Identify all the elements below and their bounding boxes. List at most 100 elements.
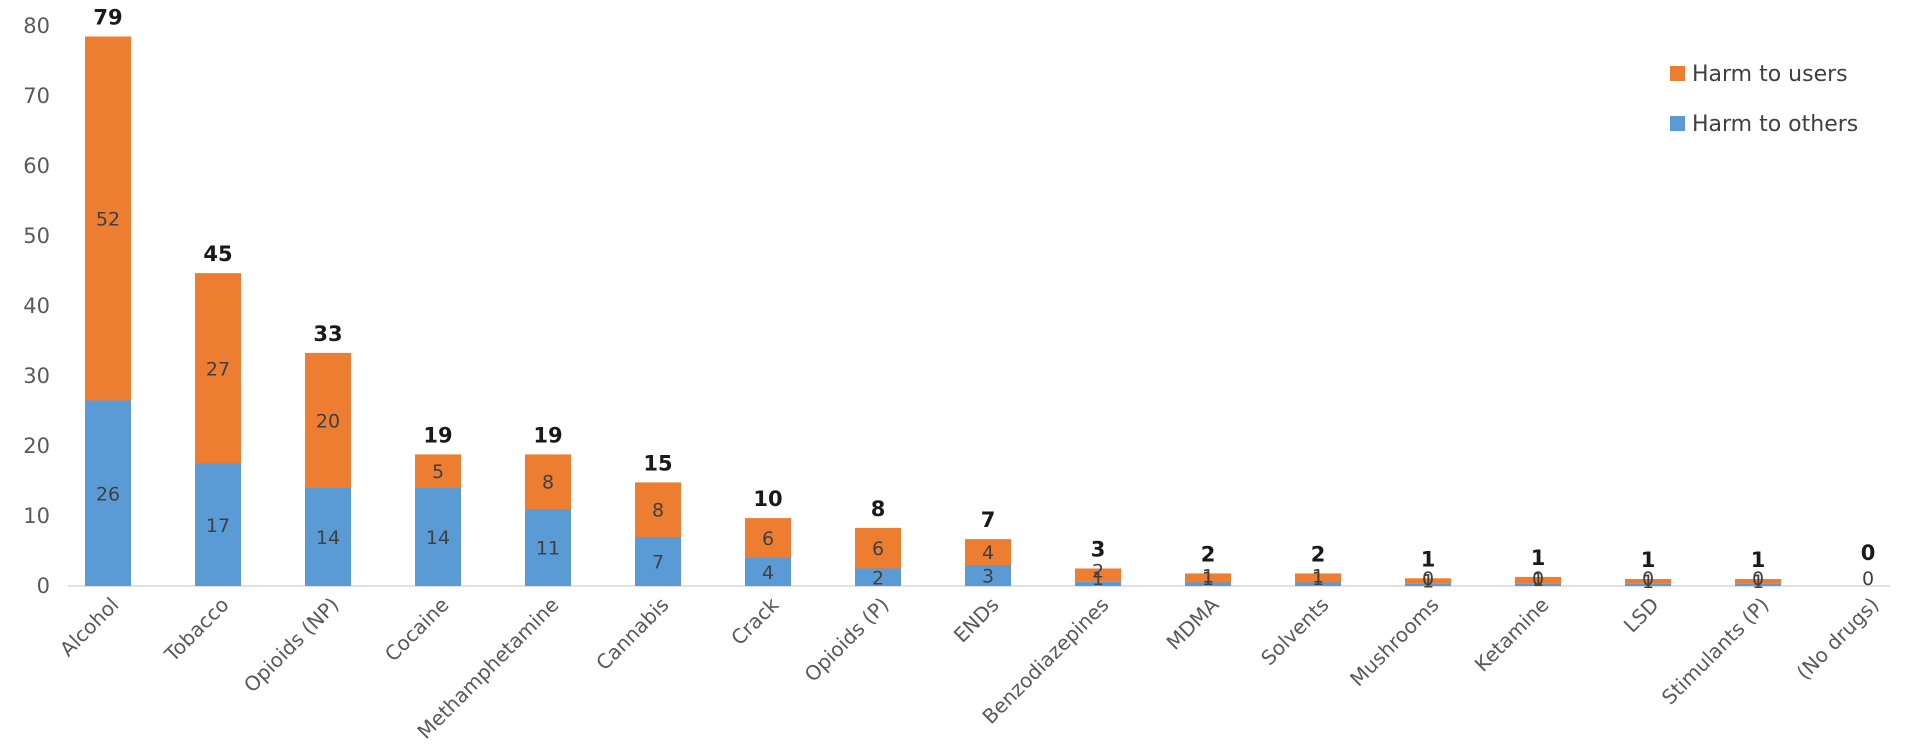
legend: Harm to users Harm to others [1670, 62, 1858, 137]
y-tick-label: 60 [23, 154, 50, 178]
data-label-harm-to-users: 6 [872, 538, 884, 560]
data-label-harm-to-others: 26 [96, 483, 120, 505]
data-label-harm-to-users: 27 [206, 358, 230, 380]
bar-group: 11 8 19 [525, 423, 571, 586]
bar-segment-harm-to-others [1295, 582, 1341, 586]
bar-segment-harm-to-others [745, 558, 791, 586]
data-label-harm-to-users: 1 [1312, 565, 1324, 587]
bar-group: 2 6 8 [855, 497, 901, 589]
total-label: 15 [643, 451, 672, 475]
bar-segment-harm-to-others [525, 509, 571, 586]
y-tick-label: 40 [23, 294, 50, 318]
bar-segment-harm-to-others [635, 537, 681, 586]
total-label: 0 [1861, 541, 1876, 565]
y-axis: 0 10 20 30 40 50 60 70 80 [23, 14, 50, 598]
y-tick-label: 30 [23, 364, 50, 388]
y-tick-label: 10 [23, 504, 50, 528]
x-tick-label: Stimulants (P) [1657, 593, 1774, 710]
x-tick-label: (No drugs) [1792, 593, 1884, 685]
total-label: 7 [981, 508, 996, 532]
data-label-harm-to-users: 20 [316, 410, 340, 432]
y-tick-label: 20 [23, 434, 50, 458]
y-tick-label: 0 [37, 574, 50, 598]
total-label: 2 [1311, 542, 1326, 566]
bar-group: 34 7 [965, 508, 1011, 588]
data-label-harm-to-others: 1 [1092, 568, 1104, 590]
bar-group: 00 [1861, 541, 1876, 590]
y-tick-label: 80 [23, 14, 50, 38]
total-label: 1 [1421, 547, 1436, 571]
data-label-harm-to-others: 17 [206, 515, 230, 537]
total-label: 79 [93, 6, 122, 30]
total-label: 8 [871, 497, 886, 521]
legend-swatch [1670, 66, 1685, 81]
bar-group: 7 8 15 [635, 451, 681, 586]
data-label-harm-to-users: 1 [1752, 571, 1764, 593]
total-label: 2 [1201, 542, 1216, 566]
data-label-harm-to-others: 4 [762, 562, 774, 584]
data-label-harm-to-others: 0 [1752, 568, 1764, 590]
legend-swatch [1670, 116, 1685, 131]
bar-segment-harm-to-users [965, 539, 1011, 565]
y-tick-label: 70 [23, 84, 50, 108]
bar-group: 011 [1625, 548, 1671, 593]
bar-segment-harm-to-others [1185, 582, 1231, 586]
data-label-harm-to-users: 1 [1422, 570, 1434, 592]
data-label-harm-to-users: 2 [1092, 561, 1104, 583]
x-tick-label: Tobacco [159, 593, 233, 667]
data-label-harm-to-others: 0 [1642, 568, 1654, 590]
bar-group: 4 6 10 [745, 487, 791, 586]
total-label: 45 [203, 242, 232, 266]
data-label-harm-to-users: 8 [542, 472, 554, 494]
bar-segment-harm-to-others [305, 488, 351, 586]
total-label: 1 [1641, 548, 1656, 572]
bar-segment-harm-to-users [305, 352, 351, 488]
bar-segment-harm-to-others [855, 568, 901, 586]
bar-segment-harm-to-others [965, 565, 1011, 586]
x-tick-label: Solvents [1256, 593, 1333, 670]
legend-label: Harm to users [1692, 62, 1848, 87]
total-label: 33 [313, 322, 342, 346]
total-label: 1 [1751, 548, 1766, 572]
legend-label: Harm to others [1692, 112, 1858, 137]
bar-segment-harm-to-others [85, 400, 131, 586]
bar-segment-harm-to-users [195, 273, 241, 464]
data-label-harm-to-users: 4 [982, 542, 994, 564]
bar-segment-harm-to-others [415, 488, 461, 586]
total-label: 19 [423, 423, 452, 447]
total-label: 10 [753, 487, 782, 511]
data-label-harm-to-others: 3 [982, 566, 994, 588]
legend-item: Harm to users [1670, 62, 1848, 87]
data-label-harm-to-others: 1 [1202, 568, 1214, 590]
data-label-harm-to-users: 8 [652, 500, 664, 522]
bar-group: 123 [1075, 538, 1121, 590]
bar-group: 17 27 45 [195, 242, 241, 586]
data-label-harm-to-others: 14 [316, 527, 340, 549]
total-label: 3 [1091, 538, 1106, 562]
bar-group: 14 5 19 [415, 423, 461, 586]
bar-segment-harm-to-others [1735, 583, 1781, 586]
legend-item: Harm to others [1670, 112, 1858, 137]
data-label-harm-to-others: 11 [536, 538, 560, 560]
total-label: 19 [533, 423, 562, 447]
x-tick-label: Ketamine [1470, 593, 1554, 677]
bar-group: 011 [1405, 547, 1451, 592]
bar-segment-harm-to-users [525, 454, 571, 509]
bar-segment-harm-to-others [1405, 583, 1451, 586]
bar-group: 112 [1295, 542, 1341, 590]
bar-segment-harm-to-users [1735, 579, 1781, 584]
bar-group: 26 52 79 [85, 6, 131, 586]
x-tick-label: Opioids (P) [800, 593, 894, 687]
bar-group: 011 [1515, 546, 1561, 591]
data-label-harm-to-others: 2 [872, 567, 884, 589]
x-tick-label: Opioids (NP) [239, 593, 344, 698]
data-label-harm-to-users: 52 [96, 209, 120, 231]
bar-segment-harm-to-users [1075, 568, 1121, 582]
x-tick-label: Alcohol [55, 593, 124, 662]
bar-segment-harm-to-users [745, 518, 791, 558]
bar-group: 011 [1735, 548, 1781, 593]
x-tick-label: Crack [726, 592, 784, 650]
data-label-harm-to-users: 5 [432, 461, 444, 483]
bar-segment-harm-to-users [415, 454, 461, 488]
